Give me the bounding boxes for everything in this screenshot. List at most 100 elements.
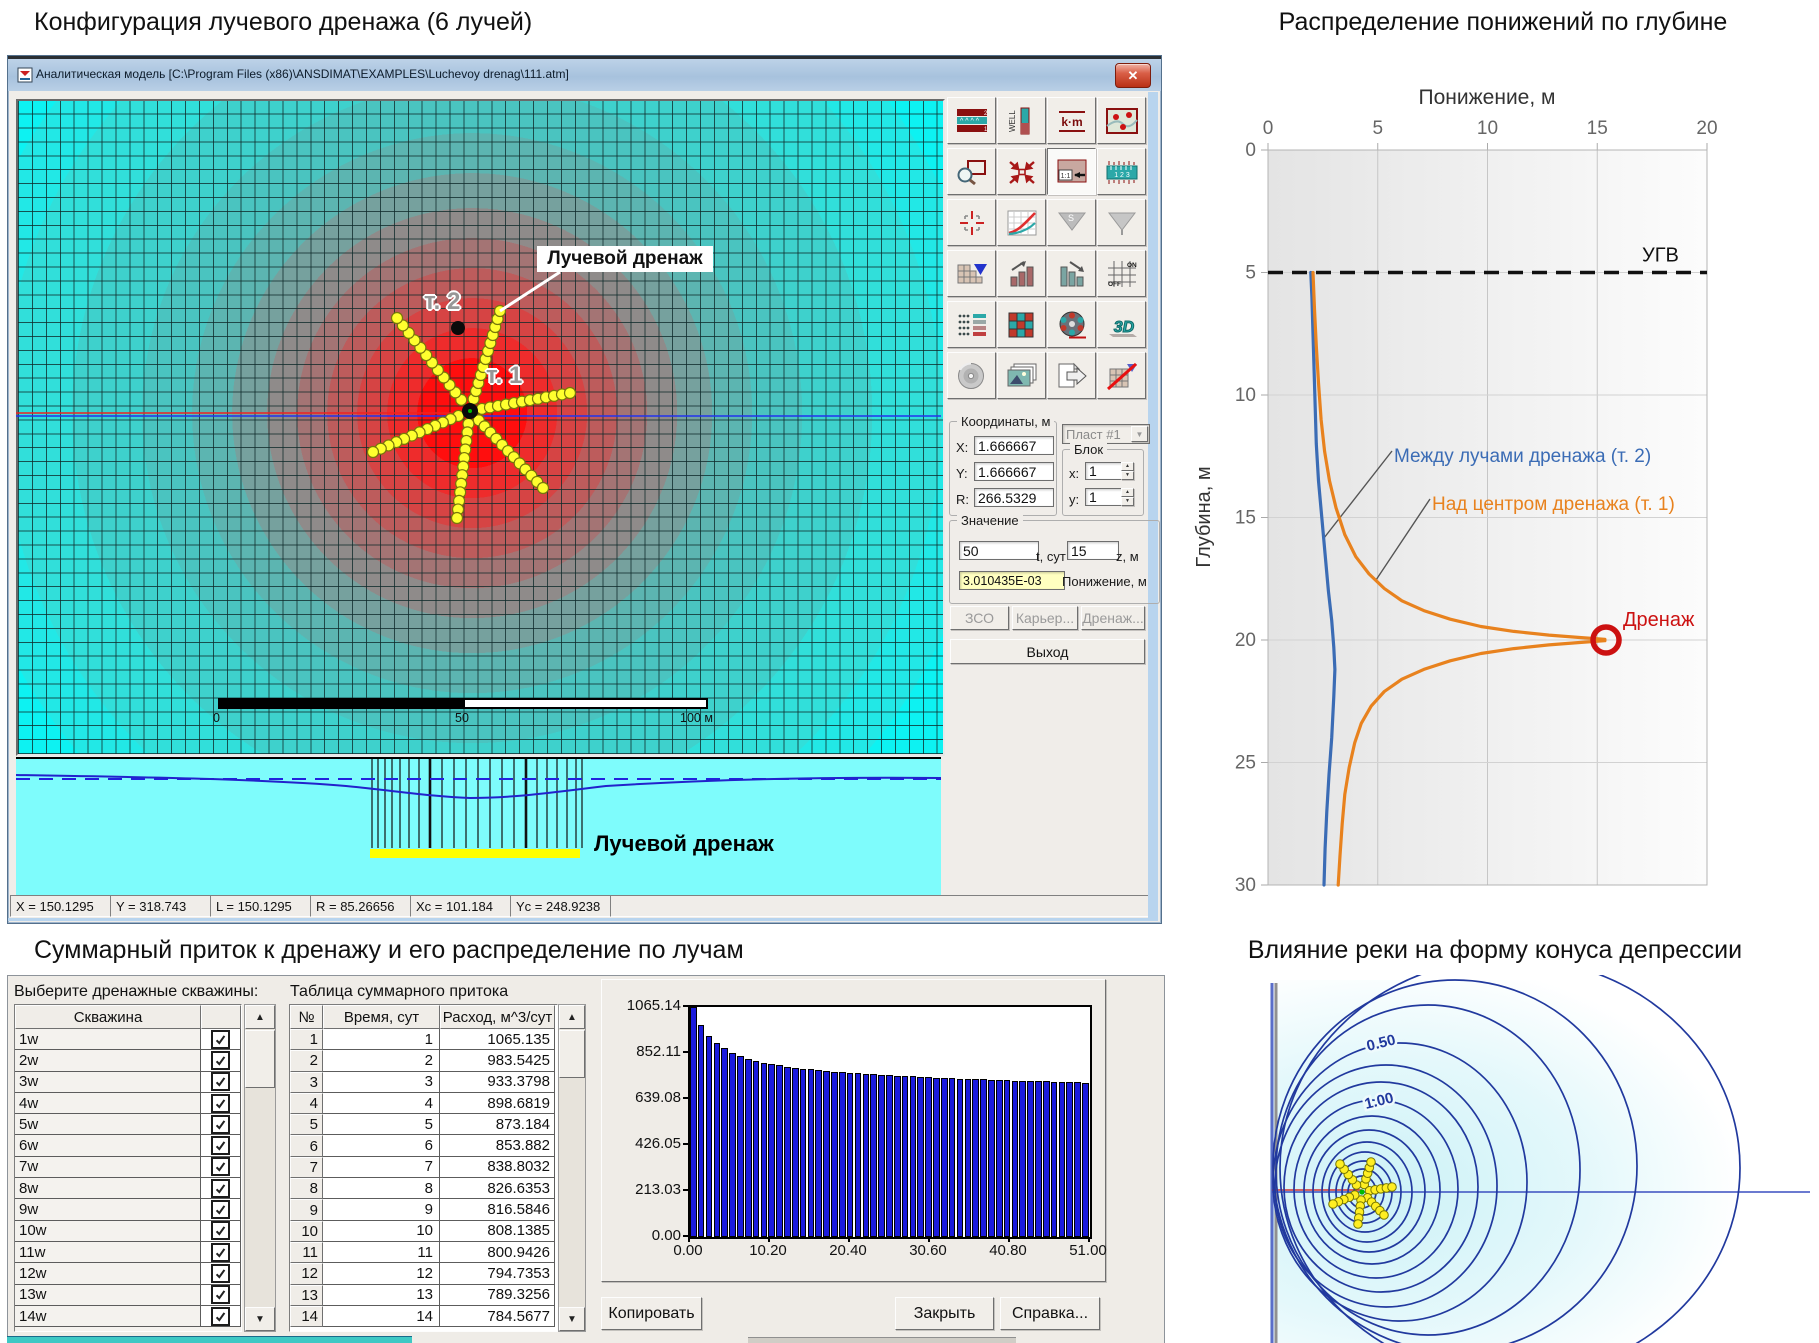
- well-checkbox[interactable]: [211, 1200, 230, 1220]
- chart-decrease-button[interactable]: [1047, 250, 1096, 297]
- image-stack-button[interactable]: [997, 352, 1046, 399]
- scale-bar-start: 0: [213, 711, 220, 725]
- scroll-down-icon[interactable]: ▼: [245, 1307, 275, 1331]
- well-row[interactable]: 12w: [15, 1263, 241, 1285]
- time-field[interactable]: 50: [959, 541, 1039, 560]
- wells-scroll-thumb[interactable]: [245, 1030, 275, 1088]
- disc-button[interactable]: [947, 352, 996, 399]
- well-row[interactable]: 14w: [15, 1305, 241, 1328]
- table-scrollbar[interactable]: ▲ ▼: [558, 1004, 586, 1332]
- table-row[interactable]: 14 14 784.5677: [290, 1305, 557, 1328]
- well-checkbox[interactable]: [211, 1221, 230, 1241]
- block-y-field[interactable]: 1: [1085, 488, 1125, 506]
- ruler-button[interactable]: 1 2 3: [1097, 148, 1146, 195]
- y-coordinate-field[interactable]: 1.666667: [974, 462, 1054, 481]
- table-row[interactable]: 11 11 800.9426: [290, 1241, 557, 1264]
- funnel-button[interactable]: [1097, 199, 1146, 246]
- table-row[interactable]: 13 13 789.3256: [290, 1284, 557, 1306]
- help-button[interactable]: Справка...: [1000, 1297, 1100, 1330]
- block-x-field[interactable]: 1: [1085, 462, 1125, 480]
- table-row[interactable]: 3 3 933.3798: [290, 1071, 557, 1093]
- row-number: 3: [290, 1071, 323, 1093]
- x-coordinate-field[interactable]: 1.666667: [974, 436, 1054, 455]
- export-page-button[interactable]: [1047, 352, 1096, 399]
- grid-on-off-button[interactable]: ON OFF: [1097, 250, 1146, 297]
- well-row[interactable]: 8w: [15, 1178, 241, 1200]
- table-row[interactable]: 8 8 826.6353: [290, 1178, 557, 1200]
- dots-legend-button[interactable]: [947, 301, 996, 348]
- block-y-spinner[interactable]: ▲ ▼: [1121, 488, 1134, 506]
- well-name: 6w: [15, 1135, 201, 1157]
- well-checkbox[interactable]: [211, 1050, 230, 1070]
- z-field[interactable]: 15: [1067, 541, 1119, 560]
- well-checkbox[interactable]: [211, 1263, 230, 1283]
- r-coordinate-field[interactable]: 266.5329: [974, 488, 1054, 507]
- well-button[interactable]: WELL: [997, 97, 1046, 144]
- crosshair-button[interactable]: [947, 199, 996, 246]
- km-scale-button[interactable]: k·m: [1047, 97, 1096, 144]
- inflow-bar: [823, 1070, 830, 1237]
- block-x-spinner[interactable]: ▲ ▼: [1121, 462, 1134, 480]
- animation-reel-button[interactable]: [1047, 301, 1096, 348]
- well-checkbox[interactable]: [211, 1285, 230, 1305]
- wells-list-scrollbar[interactable]: ▲ ▼: [244, 1004, 276, 1332]
- well-checkbox[interactable]: [211, 1136, 230, 1156]
- table-row[interactable]: 6 6 853.882: [290, 1135, 557, 1157]
- status-value: Yc = 248.9238: [510, 895, 617, 917]
- table-row[interactable]: 10 10 808.1385: [290, 1220, 557, 1242]
- copy-button[interactable]: Копировать: [601, 1297, 702, 1330]
- zoom-area-button[interactable]: [947, 148, 996, 195]
- drawdown-field[interactable]: 3.010435E-03: [959, 571, 1065, 590]
- scale-1to1-button[interactable]: 1:1: [1047, 148, 1096, 195]
- well-checkbox[interactable]: [211, 1072, 230, 1092]
- well-row[interactable]: 11w: [15, 1241, 241, 1264]
- exit-button[interactable]: Выход: [950, 639, 1145, 664]
- scroll-down-icon[interactable]: ▼: [559, 1307, 585, 1331]
- well-checkbox[interactable]: [211, 1306, 230, 1326]
- table-row[interactable]: 7 7 838.8032: [290, 1156, 557, 1179]
- grid-fill-button[interactable]: [947, 250, 996, 297]
- well-checkbox[interactable]: [211, 1114, 230, 1134]
- well-row[interactable]: 5w: [15, 1114, 241, 1136]
- grid-delete-button[interactable]: [1097, 352, 1146, 399]
- view-3d-button[interactable]: 3D: [1097, 301, 1146, 348]
- table-row[interactable]: 1 1 1065.135: [290, 1029, 557, 1051]
- well-row[interactable]: 2w: [15, 1050, 241, 1072]
- well-row[interactable]: 13w: [15, 1284, 241, 1306]
- fit-extents-button[interactable]: [997, 148, 1046, 195]
- well-checkbox[interactable]: [211, 1178, 230, 1198]
- table-row[interactable]: 9 9 816.5846: [290, 1199, 557, 1221]
- well-row[interactable]: 10w: [15, 1220, 241, 1242]
- well-checkbox[interactable]: [211, 1093, 230, 1113]
- color-grid-button[interactable]: [997, 301, 1046, 348]
- scroll-up-icon[interactable]: ▲: [245, 1005, 275, 1029]
- funnel-s-button[interactable]: S: [1047, 199, 1096, 246]
- well-row[interactable]: 7w: [15, 1156, 241, 1179]
- close-dialog-button[interactable]: Закрыть: [895, 1297, 994, 1330]
- status-value: X = 150.1295: [10, 895, 117, 917]
- inflow-bar: [1042, 1081, 1050, 1237]
- table-row[interactable]: 12 12 794.7353: [290, 1263, 557, 1285]
- chart-increase-button[interactable]: [997, 250, 1046, 297]
- table-row[interactable]: 2 2 983.5425: [290, 1050, 557, 1072]
- inflow-bar: [744, 1058, 752, 1237]
- table-scroll-thumb[interactable]: [559, 1030, 585, 1078]
- close-button[interactable]: ✕: [1115, 63, 1151, 88]
- scroll-up-icon[interactable]: ▲: [559, 1005, 585, 1029]
- map-button[interactable]: [1097, 97, 1146, 144]
- layers-profile-button[interactable]: 2 ^ ^ ^ ^ 1: [947, 97, 996, 144]
- well-row[interactable]: 3w: [15, 1071, 241, 1093]
- well-checkbox[interactable]: [211, 1029, 230, 1049]
- type-curves-button[interactable]: [997, 199, 1046, 246]
- window-titlebar[interactable]: Аналитическая модель [C:\Program Files (…: [8, 56, 1161, 91]
- table-row[interactable]: 4 4 898.6819: [290, 1092, 557, 1115]
- well-checkbox[interactable]: [211, 1157, 230, 1177]
- well-checkbox[interactable]: [211, 1242, 230, 1262]
- well-row[interactable]: 6w: [15, 1135, 241, 1157]
- block-y-value: 1: [1089, 489, 1097, 505]
- time-cell: 8: [323, 1178, 440, 1200]
- well-row[interactable]: 4w: [15, 1092, 241, 1115]
- table-row[interactable]: 5 5 873.184: [290, 1114, 557, 1136]
- well-row[interactable]: 9w: [15, 1199, 241, 1221]
- well-row[interactable]: 1w: [15, 1029, 241, 1051]
